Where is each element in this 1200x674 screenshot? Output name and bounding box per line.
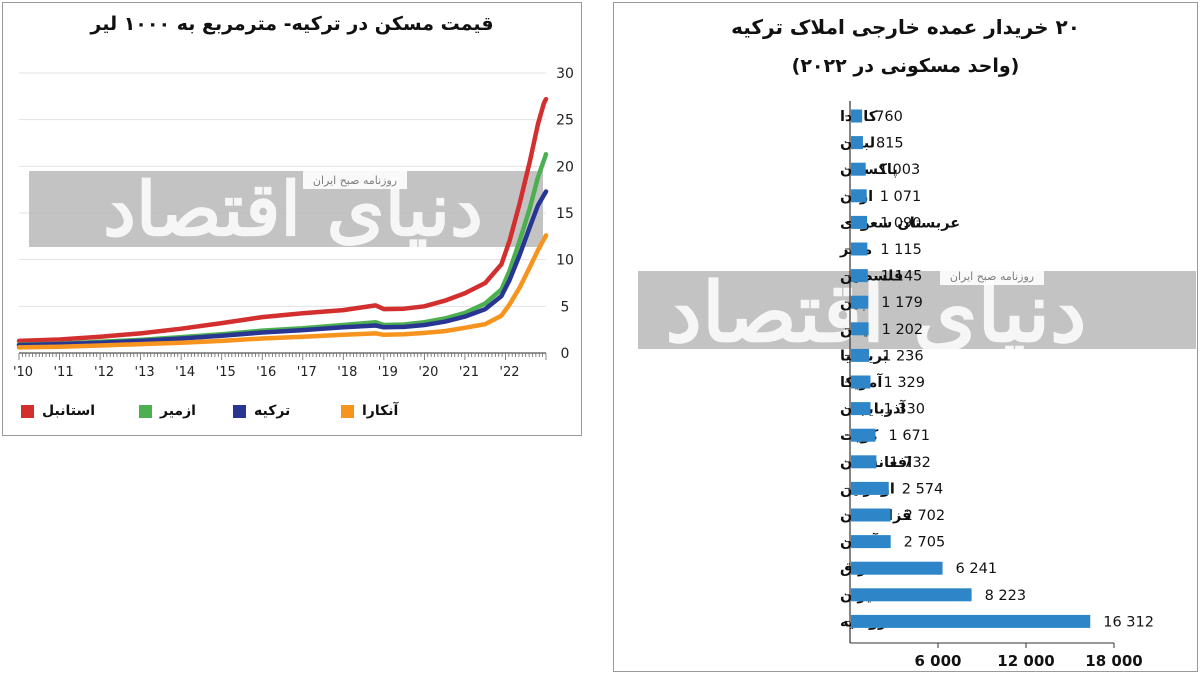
bar [851,215,867,229]
category-label: عربستان سعودی [840,215,960,231]
value-label: 1 003 [879,162,921,178]
bar [851,348,870,362]
value-label: 2 574 [902,481,944,497]
value-label: 1 671 [889,428,931,444]
series-line [16,96,549,344]
y-tick-label: 25 [556,113,574,129]
x-tick-label: '19 [378,365,398,380]
y-tick-label: 5 [561,299,570,315]
x-tick-label: '11 [53,365,73,380]
y-tick-label: 0 [561,346,570,362]
watermark-subtext-box [940,267,1044,285]
bar [851,269,868,283]
value-label: 1 071 [880,189,922,205]
value-label: 1 330 [884,402,926,418]
x-tick-label: '10 [13,365,33,380]
bar [851,455,877,469]
right-chart-title: ۲۰ خریدار عمده خارجی املاک ترکیه [731,15,1080,39]
watermark-subtext: روزنامه صبح ایران [313,174,397,187]
x-tick-label: 12 000 [997,652,1054,670]
left-chart-title: قیمت مسکن در ترکیه- مترمربع به ۱۰۰۰ لیر [90,13,494,35]
x-tick-label: '16 [256,365,276,380]
bar [851,588,972,602]
legend-item: استانبل [13,403,95,419]
x-tick-label: '13 [135,365,155,380]
value-label: 6 241 [956,561,998,577]
y-tick-label: 20 [556,159,574,175]
legend-item: ازمیر [131,403,196,419]
bar [851,189,867,203]
x-tick-label: '12 [94,365,114,380]
bar [851,322,869,336]
x-tick-label: 18 000 [1085,652,1142,670]
x-tick-label: '22 [499,365,519,380]
value-label: 2 705 [904,535,946,551]
housing-price-chart-panel: قیمت مسکن در ترکیه- مترمربع به ۱۰۰۰ لیر … [2,2,582,436]
bar [851,561,943,575]
line-chart-legend: استانبل ازمیر ترکیه آنکارا [3,403,583,421]
watermark-subtext: روزنامه صبح ایران [950,270,1034,283]
bar [851,136,863,150]
legend-swatch [341,404,354,418]
legend-item: ترکیه [225,403,290,419]
watermark-text: دنیای اقتصاد [103,167,483,253]
x-tick-label: '15 [216,365,236,380]
value-label: 8 223 [985,588,1027,604]
x-tick-label: 6 000 [915,652,962,670]
bar [851,162,866,176]
x-tick-label: '20 [418,365,438,380]
legend-item: آنکارا [333,403,398,419]
value-label: 2 702 [904,508,946,524]
x-tick-label: '17 [297,365,317,380]
series-line [16,233,549,350]
right-chart-subtitle: (واحد مسکونی در ۲۰۲۲) [791,55,1020,77]
x-tick-label: '14 [175,365,195,380]
value-label: 1 236 [882,348,924,364]
y-tick-label: 30 [556,66,574,82]
value-label: 1 202 [882,322,924,338]
x-tick-label: '18 [337,365,357,380]
value-label: 1 329 [883,375,925,391]
watermark-band [29,171,543,247]
bar [851,295,869,309]
value-label: 1 732 [889,455,931,471]
legend-label: ترکیه [254,403,291,419]
watermark-band [638,271,1196,349]
legend-label: استانبل [42,403,96,419]
bar [851,375,871,389]
bar [851,614,1091,628]
value-label: 1 179 [881,295,923,311]
value-label: 1 090 [880,215,922,231]
series-line [16,189,549,348]
legend-label: ازمیر [160,403,196,419]
value-label: 815 [876,136,904,152]
bar [851,109,863,123]
legend-swatch [233,404,246,418]
value-label: 760 [875,109,903,125]
legend-swatch [139,404,152,418]
value-label: 1 115 [880,242,922,258]
value-label: 16 312 [1103,614,1154,630]
x-tick-label: '21 [459,365,479,380]
y-tick-label: 15 [556,206,574,222]
bar [851,428,876,442]
bar [851,535,891,549]
watermark-subtext-box [303,171,407,189]
bar [851,508,891,522]
legend-label: آنکارا [362,403,399,419]
legend-swatch [21,404,34,418]
bar [851,402,871,416]
bar [851,242,868,256]
bar [851,481,889,495]
y-tick-label: 10 [556,253,574,269]
value-label: 1 145 [881,269,923,285]
foreign-buyers-chart-panel: ۲۰ خریدار عمده خارجی املاک ترکیه (واحد م… [613,2,1198,672]
